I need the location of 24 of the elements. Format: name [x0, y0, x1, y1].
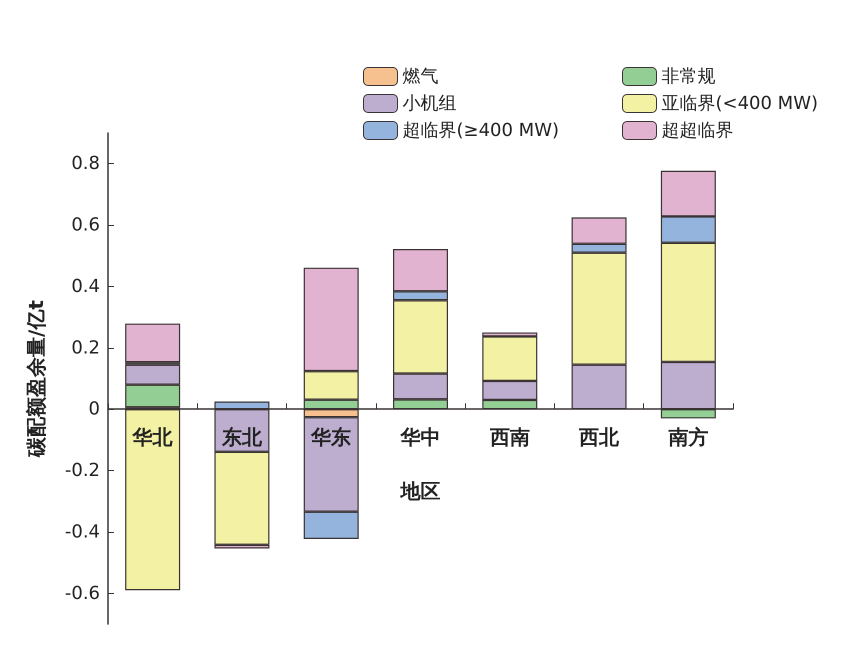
y-tick-label: -0.6 [64, 582, 100, 604]
x-tick-label: 东北 [220, 425, 263, 450]
y-tick-label: 0 [88, 398, 100, 420]
x-tick-label: 西南 [488, 425, 530, 450]
x-tick-label: 华东 [310, 425, 352, 450]
x-tick-label: 华中 [400, 425, 440, 450]
x-axis-title: 地区 [400, 479, 440, 504]
y-tick-label: 0.8 [71, 153, 100, 174]
y-tick-label: -0.4 [64, 521, 100, 542]
y-tick-label: 0.4 [71, 276, 100, 297]
y-tick-label: 0.2 [71, 337, 100, 358]
legend-label: 超超临界 [662, 120, 734, 141]
y-tick-label: 0.6 [71, 214, 100, 236]
legend-label: 小机组 [402, 93, 456, 114]
legend-label: 超临界(≥400 MW) [402, 120, 560, 141]
y-axis-title: 碳配额盈余量/亿t [24, 300, 48, 458]
y-tick-label: -0.2 [64, 460, 100, 482]
legend-label: 非常规 [662, 66, 716, 87]
x-tick-label: 华北 [132, 425, 174, 450]
x-tick-label: 西北 [578, 425, 620, 450]
legend-label: 燃气 [402, 66, 438, 87]
x-tick-label: 南方 [667, 425, 708, 450]
legend-label: 亚临界(<400 MW) [662, 93, 818, 114]
bar [125, 324, 180, 362]
